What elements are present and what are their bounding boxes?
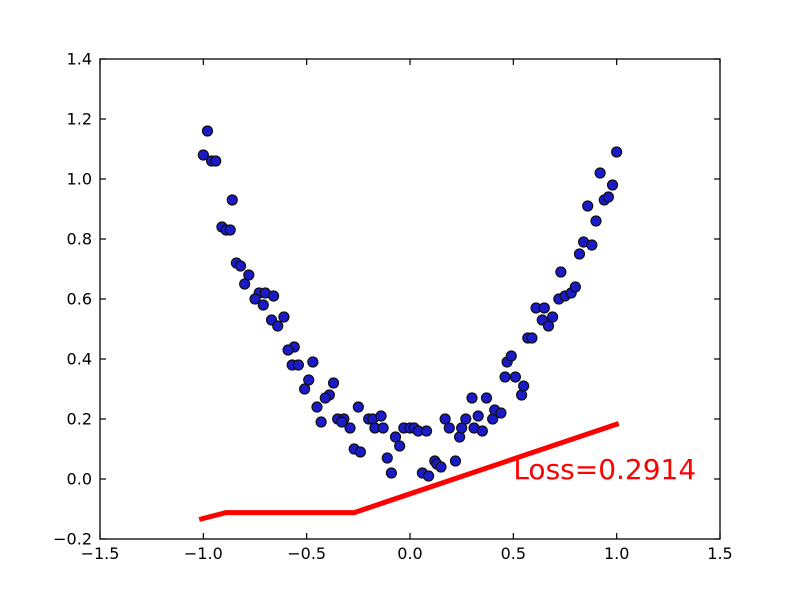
scatter-point	[460, 413, 472, 425]
scatter-point	[327, 377, 340, 389]
y-tick-label: 0.8	[67, 230, 92, 249]
scatter-point	[234, 260, 247, 272]
scatter-point	[249, 293, 261, 305]
scatter-point	[315, 416, 327, 428]
y-tick-label: 1.2	[67, 110, 92, 129]
scatter-point	[443, 422, 455, 434]
scatter-point	[307, 356, 319, 368]
scatter-point	[239, 278, 251, 290]
scatter-point	[352, 401, 364, 413]
y-tick-label: 0.0	[67, 470, 92, 489]
x-tick-label: 1.0	[604, 544, 629, 563]
scatter-point	[303, 374, 315, 386]
x-tick-label: 0.0	[397, 544, 422, 563]
scatter-point	[381, 452, 393, 464]
scatter-point	[526, 332, 538, 344]
scatter-point	[518, 380, 530, 392]
scatter-point	[439, 413, 451, 425]
scatter-point	[499, 371, 511, 383]
x-tick-label: −1.0	[184, 544, 223, 563]
scatter-point	[311, 401, 323, 413]
model-fit-line	[198, 421, 620, 522]
scatter-point	[224, 224, 236, 236]
scatter-point	[292, 359, 304, 371]
scatter-point	[505, 350, 517, 362]
scatter-point	[538, 302, 550, 314]
scatter-point	[542, 320, 555, 332]
scatter-point	[336, 416, 348, 428]
scatter-point	[509, 371, 522, 383]
scatter-point	[278, 311, 290, 323]
y-tick-label: 1.4	[67, 50, 92, 69]
loss-annotation: Loss=0.2914	[513, 453, 696, 486]
scatter-point	[606, 179, 619, 191]
scatter-point	[385, 467, 397, 479]
scatter-point	[394, 440, 406, 452]
scatter-point	[197, 149, 209, 161]
y-tick-label: 0.4	[67, 350, 92, 369]
scatter-point	[282, 344, 294, 356]
scatter-point	[602, 191, 615, 203]
scatter-point	[555, 266, 567, 278]
scatter-point	[569, 281, 581, 293]
scatter-point	[546, 311, 559, 323]
scatter-point	[257, 299, 269, 311]
scatter-point	[210, 155, 222, 167]
scatter-point	[573, 248, 586, 260]
scatter-point	[272, 320, 284, 332]
scatter-point	[449, 455, 462, 467]
y-tick-label: 0.2	[67, 410, 92, 429]
scatter-point	[268, 290, 280, 302]
scatter-point	[435, 461, 447, 473]
scatter-point	[495, 407, 507, 419]
scatter-point	[456, 422, 468, 434]
scatter-point	[476, 425, 488, 437]
scatter-point	[611, 146, 623, 158]
scatter-point	[423, 470, 435, 482]
scatter-point	[243, 269, 255, 281]
y-tick-label: −0.2	[53, 530, 92, 549]
y-tick-label: 0.6	[67, 290, 92, 309]
x-tick-label: −0.5	[287, 544, 326, 563]
scatter-point	[472, 410, 484, 422]
x-tick-label: 0.5	[501, 544, 526, 563]
scatter-point	[389, 431, 402, 443]
scatter-point	[226, 194, 238, 206]
scatter-point	[420, 425, 433, 437]
scatter-point	[299, 383, 311, 395]
scatter-point	[344, 422, 356, 434]
scatter-point	[590, 215, 602, 227]
scatter-point	[319, 392, 331, 404]
scatter-point	[586, 239, 598, 251]
scatter-point	[454, 431, 466, 443]
scatter-point	[466, 392, 478, 404]
scatter-point	[480, 392, 493, 404]
scatter-point	[375, 410, 387, 422]
scatter-point	[594, 167, 606, 179]
scatter-point	[515, 389, 528, 401]
x-tick-label: −1.5	[81, 544, 120, 563]
scatter-point	[354, 446, 366, 458]
y-tick-label: 1.0	[67, 170, 92, 189]
scatter-point	[582, 200, 594, 212]
x-tick-label: 1.5	[707, 544, 732, 563]
scatter-point	[377, 422, 389, 434]
scatter-point	[201, 125, 214, 137]
